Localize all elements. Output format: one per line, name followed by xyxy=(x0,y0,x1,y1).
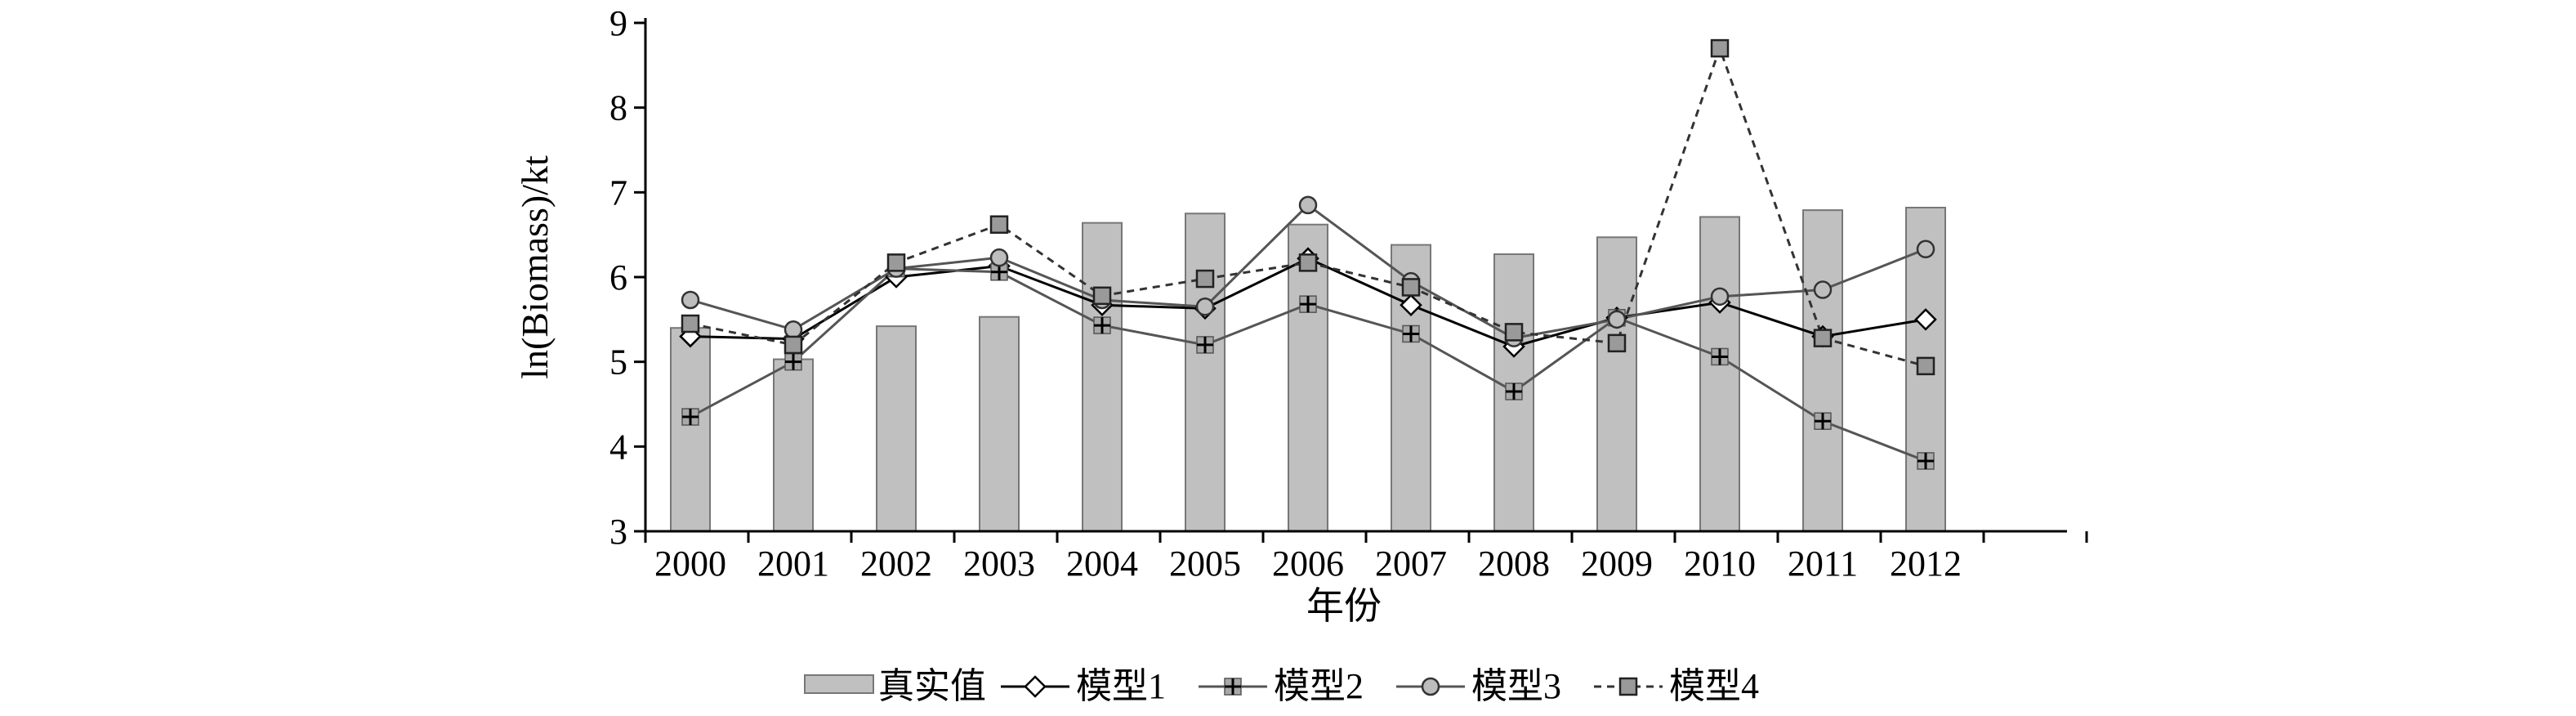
bar-2009 xyxy=(1596,236,1637,532)
marker-s4-2000 xyxy=(681,314,700,333)
marker-s4-2007 xyxy=(1401,278,1421,297)
marker-s2-2000 xyxy=(681,408,699,426)
y-tick-label: 5 xyxy=(609,342,627,383)
marker-s2-2004 xyxy=(1093,316,1111,334)
marker-s2-2007 xyxy=(1402,324,1420,343)
marker-s3-2009 xyxy=(1607,310,1627,329)
y-axis-title: ln(Biomass)/kt xyxy=(514,155,556,379)
legend-label-2: 模型2 xyxy=(1274,666,1364,706)
y-tick-label: 8 xyxy=(609,88,627,128)
marker-s1-2012 xyxy=(1914,308,1937,331)
bar-group xyxy=(670,206,1946,533)
legend-label-bars: 真实值 xyxy=(878,666,986,706)
marker-s4-2011 xyxy=(1813,329,1833,347)
marker-s3-2012 xyxy=(1916,239,1935,259)
x-tick-label-2012: 2012 xyxy=(1890,544,1962,584)
x-tick-label-2002: 2002 xyxy=(860,544,932,584)
bar-2003 xyxy=(979,315,1020,532)
x-tick-label-2003: 2003 xyxy=(963,544,1035,584)
marker-s4-2005 xyxy=(1195,269,1215,289)
marker-s2-2001 xyxy=(784,352,802,371)
x-tick-label-2009: 2009 xyxy=(1581,544,1653,584)
axes xyxy=(634,18,2088,543)
legend-marker-4 xyxy=(1618,677,1638,696)
bar-2004 xyxy=(1082,222,1123,532)
marker-s3-2000 xyxy=(681,290,700,310)
marker-s2-2005 xyxy=(1196,336,1214,354)
marker-s2-2006 xyxy=(1299,295,1317,313)
bar-2000 xyxy=(670,327,711,533)
y-tick-label: 4 xyxy=(609,427,627,467)
marker-s3-2005 xyxy=(1195,298,1215,316)
marker-s3-2011 xyxy=(1813,280,1833,299)
legend-label-4: 模型4 xyxy=(1669,666,1759,706)
marker-s3-2001 xyxy=(784,320,803,339)
x-tick-label-2011: 2011 xyxy=(1788,544,1858,584)
legend-marker-1 xyxy=(1024,675,1047,698)
marker-s2-2008 xyxy=(1505,383,1523,401)
legend-swatch-bars xyxy=(804,674,874,694)
legend: 真实值 模型1 模型2 模型3 模型4 xyxy=(804,666,1759,706)
legend-label-1: 模型1 xyxy=(1076,666,1166,706)
y-tick-label: 7 xyxy=(609,172,627,213)
x-tick-label-2006: 2006 xyxy=(1272,544,1344,584)
y-tick-label: 3 xyxy=(609,512,627,552)
marker-s2-2012 xyxy=(1917,452,1935,470)
marker-s2-2010 xyxy=(1711,347,1729,366)
marker-s3-2003 xyxy=(989,248,1009,267)
y-tick-label: 6 xyxy=(609,257,627,298)
marker-s4-2003 xyxy=(989,215,1009,234)
bar-2002 xyxy=(876,325,917,533)
x-tick-label-2010: 2010 xyxy=(1684,544,1756,584)
legend-marker-2 xyxy=(1224,678,1242,696)
marker-s3-2010 xyxy=(1710,287,1730,307)
marker-s4-2010 xyxy=(1710,38,1730,58)
legend-marker-3 xyxy=(1421,677,1440,696)
bar-2001 xyxy=(773,358,814,532)
marker-s4-2008 xyxy=(1504,323,1524,342)
marker-s1-2007 xyxy=(1400,293,1422,316)
series-markers xyxy=(679,38,1937,470)
x-tick-label-2005: 2005 xyxy=(1169,544,1241,584)
x-tick-label-2004: 2004 xyxy=(1066,544,1138,584)
marker-s4-2002 xyxy=(886,253,906,272)
marker-s4-2001 xyxy=(784,335,803,355)
marker-s4-2006 xyxy=(1298,253,1318,272)
y-tick-label: 9 xyxy=(609,3,627,43)
marker-s3-2006 xyxy=(1298,195,1318,215)
legend-label-3: 模型3 xyxy=(1471,666,1561,706)
marker-s4-2009 xyxy=(1607,333,1627,353)
marker-s4-2012 xyxy=(1916,356,1935,376)
bar-2011 xyxy=(1802,209,1843,532)
x-axis-title: 年份 xyxy=(1306,585,1382,627)
x-tick-label-2001: 2001 xyxy=(757,544,829,584)
marker-s2-2011 xyxy=(1814,412,1832,430)
bar-2005 xyxy=(1185,213,1225,532)
marker-s4-2004 xyxy=(1092,286,1112,306)
bar-2010 xyxy=(1699,216,1740,532)
x-tick-label-2000: 2000 xyxy=(654,544,726,584)
x-tick-label-2008: 2008 xyxy=(1478,544,1550,584)
x-tick-label-2007: 2007 xyxy=(1375,544,1447,584)
tick-labels: 3 4 5 6 7 8 9 2000 2001 2002 2003 2004 2005 2006 2007 2… xyxy=(609,3,1962,584)
